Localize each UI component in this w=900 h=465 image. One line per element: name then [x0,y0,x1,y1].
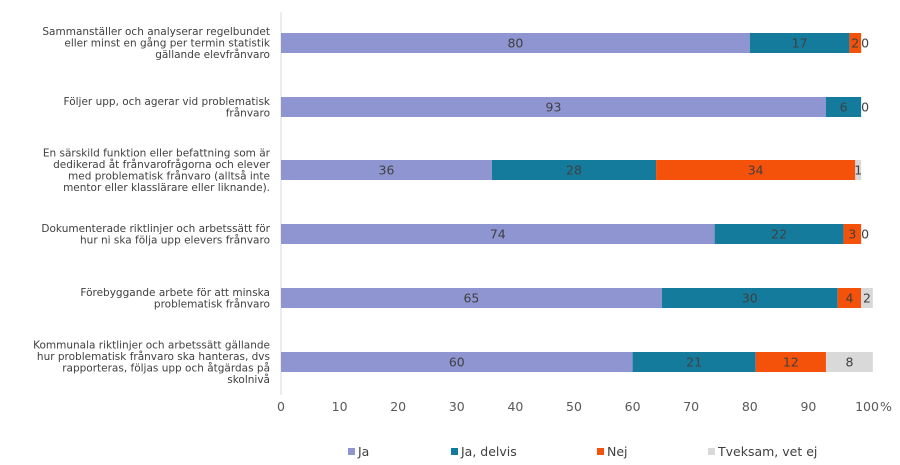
legend-entry: Tveksam, vet ej [717,444,817,459]
legend-entry: Ja, delvis [460,444,517,459]
bar-segment-ja [281,288,662,308]
bar-segment-tveksam-vet-ej [825,352,873,372]
legend-swatch [348,448,355,455]
category-label-line: En särskild funktion eller befattning so… [43,147,271,159]
bar-segment-ja-delvis [491,160,657,180]
bar-segment-nej [843,224,862,244]
data-label: 28 [566,163,582,178]
category-label-line: Kommunala riktlinjer och arbetssätt gäll… [33,339,270,351]
bar-segment-ja-delvis [825,97,862,117]
category-label-line: Förebyggande arbete för att minska [80,287,270,299]
data-label: 21 [686,355,702,370]
bar-segment-nej [837,288,862,308]
x-tick-label: 40 [507,399,523,414]
bar-segment-nej [656,160,856,180]
data-label: 74 [490,227,506,242]
bar-segment-ja [281,224,715,244]
data-label: 0 [861,227,869,242]
category-label: Kommunala riktlinjer och arbetssätt gäll… [33,339,270,386]
x-tick-label: 60 [625,399,641,414]
data-label: 60 [449,355,465,370]
bar-segment-ja-delvis [714,224,844,244]
category-label-line: skolnivå [227,373,270,386]
data-label: 1 [854,163,862,178]
category-label-line: problematisk frånvaro [154,297,270,310]
bar-segment-ja [281,160,492,180]
data-label: 12 [783,355,799,370]
x-tick-label: 20 [390,399,406,414]
category-label-line: gällande elevfrånvaro [155,48,270,61]
x-tick-label: 90 [800,399,816,414]
data-label: 2 [851,36,859,51]
legend-swatch [708,448,715,455]
x-tick-label: 10 [332,399,348,414]
x-tick-label: 70 [683,399,699,414]
data-label: 30 [742,291,758,306]
x-tick-label: 80 [742,399,758,414]
category-label-line: rapporteras, följas upp och åtgärdas på [62,361,270,374]
data-label: 36 [379,163,395,178]
data-label: 17 [792,36,808,51]
category-label-line: mentor eller klasslärare eller liknande)… [63,182,270,194]
bar-segment-tveksam-vet-ej [861,288,873,308]
bar-segment-ja-delvis [661,288,838,308]
data-label: 0 [861,36,869,51]
data-label: 22 [771,227,787,242]
data-label: 0 [861,100,869,115]
category-label-line: hur ni ska följa upp elevers frånvaro [80,233,270,246]
category-label-line: Följer upp, och agerar vid problematisk [64,96,271,108]
category-label: Sammanställer och analyserar regelbundet… [42,26,271,61]
legend-swatch [451,448,458,455]
bar-segment-ja-delvis [632,352,756,372]
data-label: 2 [863,291,871,306]
x-tick-label: 30 [449,399,465,414]
category-label-line: med problematisk frånvaro (alltså inte [68,169,270,182]
x-tick-label: 50 [566,399,582,414]
bar-segment-ja [281,33,750,53]
bar-segment-ja [281,352,633,372]
category-label-line: Sammanställer och analyserar regelbundet [42,26,270,38]
legend-entry: Ja [357,444,369,459]
x-tick-label: 100 [855,399,879,414]
legend-swatch [597,448,604,455]
category-label-line: eller minst en gång per termin statistik [64,37,271,50]
category-label-line: Dokumenterade riktlinjer och arbetssätt … [41,223,270,235]
bar-segment-ja [281,97,826,117]
data-label: 3 [848,227,856,242]
bar-segment-nej [755,352,826,372]
category-label-line: dedikerad åt frånvarofrågorna och elever [53,158,271,171]
legend-entry: Nej [607,444,628,459]
data-label: 93 [546,100,562,115]
data-label: 6 [840,100,848,115]
bar-segment-ja-delvis [749,33,850,53]
category-label-line: hur problematisk frånvaro ska hanteras, … [37,350,270,363]
data-label: 65 [463,291,479,306]
data-label: 34 [748,163,764,178]
bar-segment-tveksam-vet-ej [855,160,862,180]
category-label: Förebyggande arbete för att minska proble… [80,287,270,311]
x-tick-label: 0 [277,399,285,414]
bar-segment-nej [849,33,862,53]
data-label: 4 [845,291,853,306]
data-label: 80 [507,36,523,51]
data-label: 8 [845,355,853,370]
category-label: En särskild funktion eller befattning so… [43,147,271,194]
category-label: Följer upp, och agerar vid problematisk f… [64,96,271,120]
category-label: Dokumenterade riktlinjer och arbetssätt … [41,223,270,247]
category-label-line: frånvaro [226,106,270,119]
x-axis-unit: % [880,399,892,414]
